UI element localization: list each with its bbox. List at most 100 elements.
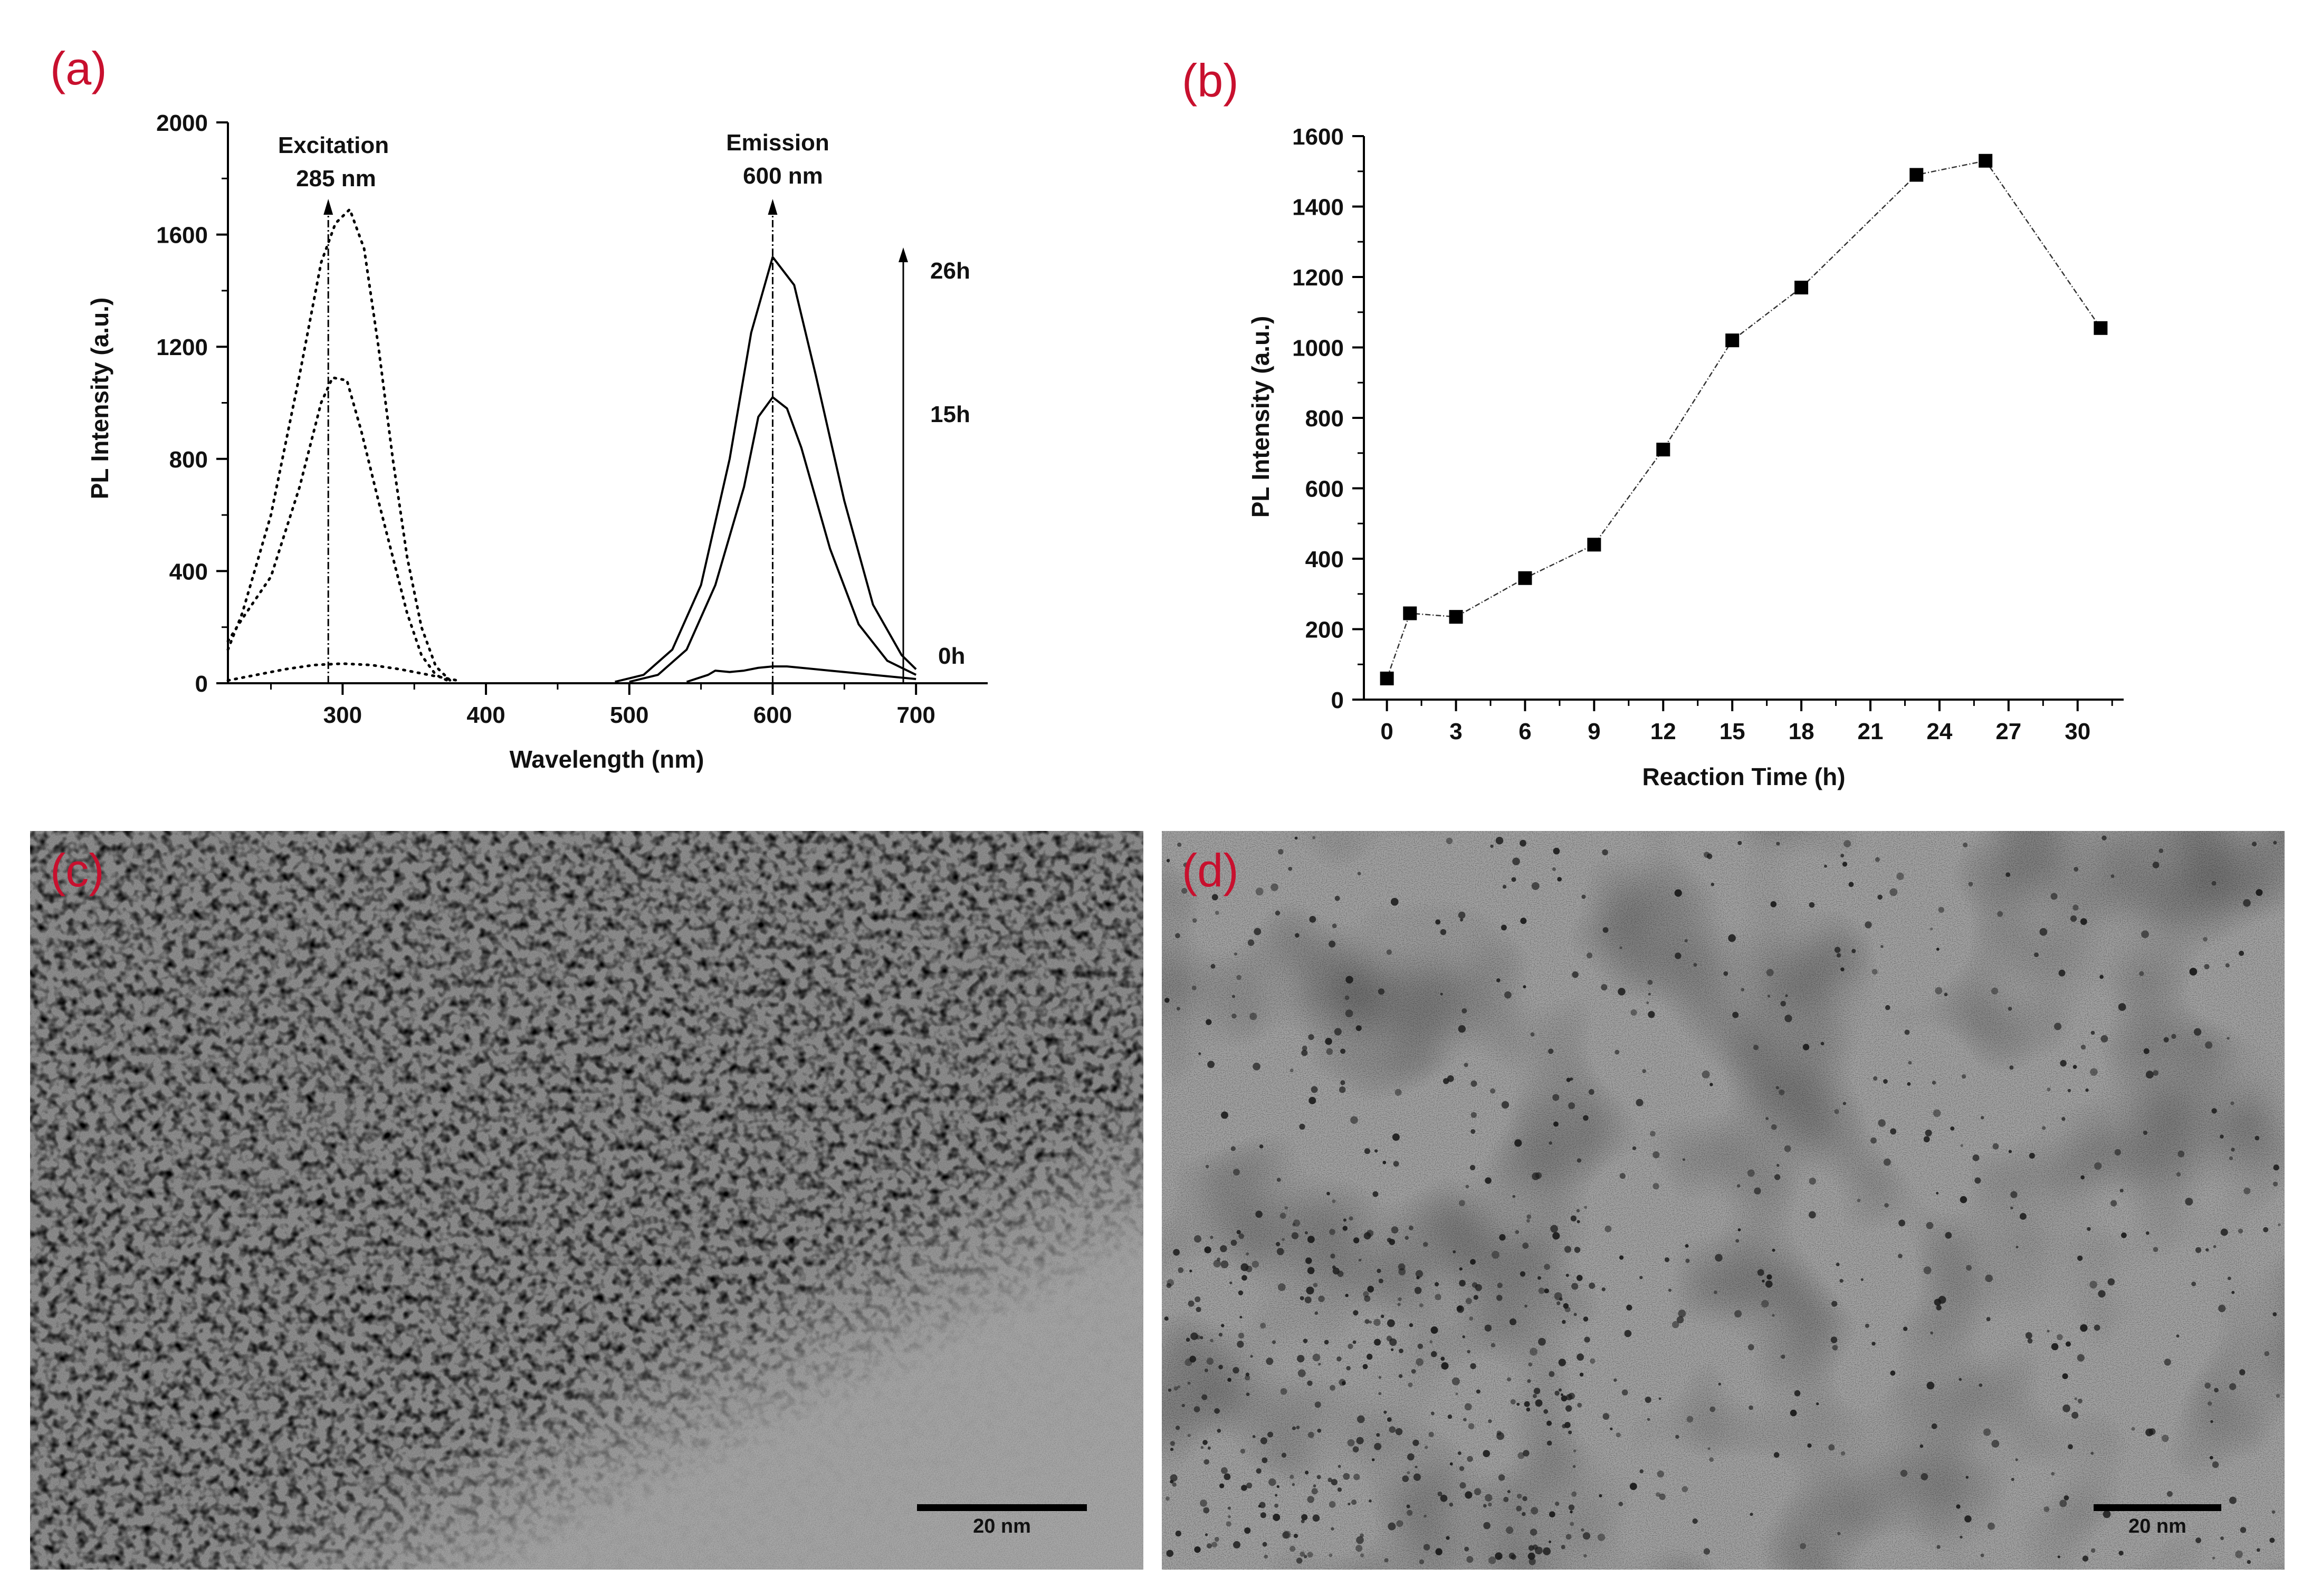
nanoparticle-dot <box>1469 1316 1474 1321</box>
nanoparticle-dot <box>1377 1268 1381 1273</box>
panel-b-series-line <box>1386 160 2102 679</box>
nanoparticle-dot <box>1524 1304 1527 1308</box>
nanoparticle-dot <box>1313 1283 1318 1287</box>
nanoparticle-dot <box>1241 1485 1247 1491</box>
nanoparticle-dot <box>1289 1545 1296 1552</box>
nanoparticle-dot <box>1304 1296 1312 1304</box>
nanoparticle-dot <box>1572 971 1579 978</box>
nanoparticle-dot <box>1552 1232 1560 1240</box>
nanoparticle-dot <box>2025 1332 2032 1339</box>
nanoparticle-dot <box>1950 1126 1955 1131</box>
nanoparticle-dot <box>2271 1510 2276 1514</box>
nanoparticle-dot <box>1331 1479 1338 1486</box>
nanoparticle-dot <box>1964 1515 1972 1523</box>
nanoparticle-dot <box>1470 1080 1477 1087</box>
nanoparticle-dot <box>1238 1233 1245 1239</box>
nanoparticle-dot <box>1267 1431 1274 1438</box>
nanoparticle-dot <box>1166 1496 1170 1501</box>
nanoparticle-dot <box>1260 1322 1266 1329</box>
panel-b-data-point <box>1403 606 1417 620</box>
nanoparticle-dot <box>1515 1230 1520 1234</box>
nanoparticle-dot <box>1292 1483 1295 1486</box>
nanoparticle-dot <box>2119 1189 2124 1193</box>
nanoparticle-dot <box>1389 1426 1396 1433</box>
nanoparticle-dot <box>1329 1229 1335 1235</box>
nanoparticle-dot <box>1173 1249 1180 1256</box>
nanoparticle-dot <box>1188 1300 1195 1307</box>
nanoparticle-dot <box>1252 1260 1259 1268</box>
nanoparticle-dot <box>1206 1358 1214 1365</box>
nanoparticle-dot <box>1417 1343 1424 1349</box>
nanoparticle-dot <box>2054 1022 2062 1030</box>
nanoparticle-dot <box>1732 1011 1739 1018</box>
panel-b-x-tick-label: 18 <box>1789 719 1814 744</box>
nanoparticle-dot <box>1800 1543 1806 1550</box>
nanoparticle-dot <box>1334 1028 1342 1036</box>
nanoparticle-dot <box>1560 1393 1564 1397</box>
nanoparticle-dot <box>1413 1473 1421 1481</box>
nanoparticle-dot <box>1228 1515 1231 1518</box>
nanoparticle-dot <box>1873 1076 1878 1081</box>
nanoparticle-dot <box>1183 862 1188 867</box>
nanoparticle-dot <box>2047 1087 2051 1092</box>
nanoparticle-dot <box>1528 1362 1533 1367</box>
nanoparticle-dot <box>2205 1248 2209 1252</box>
nanoparticle-dot <box>1473 1295 1478 1300</box>
nanoparticle-dot <box>1196 1306 1201 1312</box>
nanoparticle-dot <box>1766 969 1774 977</box>
nanoparticle-dot <box>1314 1401 1321 1408</box>
nanoparticle-dot <box>1506 1526 1514 1534</box>
nanoparticle-dot <box>1762 1279 1765 1283</box>
nanoparticle-dot <box>1268 1478 1276 1486</box>
nanoparticle-dot <box>1761 1299 1769 1308</box>
nanoparticle-dot <box>1307 1496 1314 1503</box>
nanoparticle-dot <box>2213 1245 2217 1248</box>
nanoparticle-dot <box>1299 1123 1305 1130</box>
nanoparticle-dot <box>1754 1187 1761 1195</box>
nanoparticle-dot <box>1446 1536 1450 1540</box>
nanoparticle-dot <box>1459 1267 1463 1271</box>
nanoparticle-dot <box>1464 1403 1472 1411</box>
nanoparticle-dot <box>1602 1413 1610 1420</box>
nanoparticle-dot <box>1435 1294 1441 1301</box>
nanoparticle-dot <box>1348 1503 1351 1506</box>
nanoparticle-dot <box>1459 1482 1466 1489</box>
nanoparticle-dot <box>1346 1365 1351 1371</box>
panel-c-tem-image: (c) 20 nm <box>30 831 1143 1570</box>
nanoparticle-dot <box>1573 1313 1577 1316</box>
nanoparticle-dot <box>1772 1314 1775 1317</box>
panel-b-data-point <box>1587 538 1601 552</box>
nanoparticle-dot <box>1283 1531 1291 1539</box>
nanoparticle-dot <box>1703 1548 1711 1555</box>
nanoparticle-dot <box>1325 1037 1332 1045</box>
nanoparticle-dot <box>1301 1049 1308 1056</box>
nanoparticle-dot <box>1308 1097 1316 1104</box>
nanoparticle-dot <box>1526 1214 1532 1219</box>
nanoparticle-dot <box>1307 1267 1315 1274</box>
panel-b-label: (b) <box>1182 54 1239 107</box>
nanoparticle-dot <box>2015 1458 2018 1461</box>
nanoparticle-dot <box>1960 1196 1967 1203</box>
nanoparticle-dot <box>2145 1071 2154 1079</box>
nanoparticle-dot <box>1435 1548 1443 1555</box>
nanoparticle-dot <box>2074 866 2079 872</box>
nanoparticle-dot <box>1443 1078 1449 1084</box>
nanoparticle-dot <box>1765 1117 1769 1120</box>
nanoparticle-dot <box>1289 1068 1294 1073</box>
nanoparticle-dot <box>2176 1172 2181 1177</box>
nanoparticle-dot <box>1340 1080 1345 1085</box>
nanoparticle-dot <box>1340 1048 1346 1054</box>
nanoparticle-dot <box>1397 1303 1401 1306</box>
nanoparticle-dot <box>2058 969 2066 977</box>
nanoparticle-dot <box>1178 1267 1184 1273</box>
nanoparticle-dot <box>1656 1492 1660 1497</box>
nanoparticle-dot <box>1463 1418 1467 1422</box>
nanoparticle-dot <box>2239 1369 2246 1375</box>
nanoparticle-dot <box>1490 1088 1496 1094</box>
nanoparticle-dot <box>2050 893 2058 900</box>
nanoparticle-dot <box>2235 1550 2243 1559</box>
nanoparticle-dot <box>1289 1475 1294 1479</box>
nanoparticle-dot <box>1503 1497 1509 1503</box>
nanoparticle-dot <box>1344 995 1350 1000</box>
nanoparticle-dot <box>2161 1435 2169 1442</box>
